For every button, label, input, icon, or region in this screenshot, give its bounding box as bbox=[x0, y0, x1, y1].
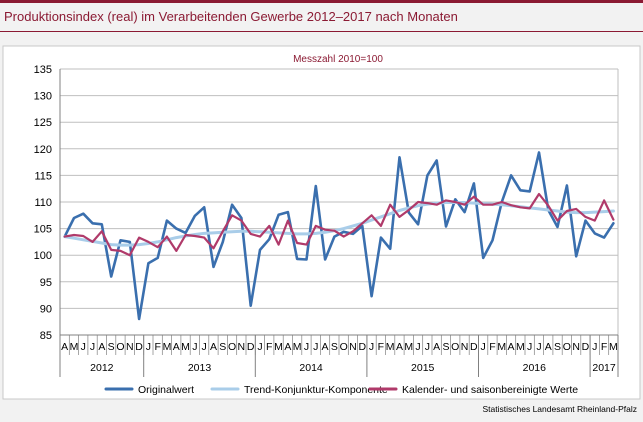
month-label: J bbox=[146, 341, 151, 353]
series-lines bbox=[63, 151, 615, 321]
legend-label: Trend-Konjunktur-Komponente bbox=[244, 384, 388, 396]
month-label: J bbox=[257, 341, 262, 353]
month-label: J bbox=[81, 341, 86, 353]
year-label: 2016 bbox=[523, 362, 547, 374]
month-label: A bbox=[61, 341, 68, 353]
page-title: Produktionsindex (real) im Verarbeitende… bbox=[4, 9, 458, 24]
y-tick-label: 110 bbox=[34, 197, 52, 209]
month-label: J bbox=[304, 341, 309, 353]
month-label: S bbox=[219, 341, 226, 353]
month-label: N bbox=[238, 341, 246, 353]
month-label: J bbox=[527, 341, 532, 353]
month-label: M bbox=[386, 341, 395, 353]
month-label: O bbox=[116, 341, 124, 353]
month-label: A bbox=[433, 341, 440, 353]
month-label: J bbox=[90, 341, 95, 353]
month-label: A bbox=[173, 341, 180, 353]
month-label: F bbox=[489, 341, 495, 353]
month-label: M bbox=[293, 341, 302, 353]
month-label: M bbox=[70, 341, 79, 353]
year-label: 2013 bbox=[188, 362, 212, 374]
y-tick-label: 90 bbox=[40, 303, 52, 315]
month-label: A bbox=[284, 341, 291, 353]
y-tick-label: 105 bbox=[34, 224, 52, 236]
source-note: Statistisches Landesamt Rheinland-Pfalz bbox=[482, 404, 638, 414]
month-label: N bbox=[126, 341, 134, 353]
month-label: S bbox=[331, 341, 338, 353]
axes bbox=[59, 69, 619, 377]
month-label: O bbox=[228, 341, 236, 353]
month-label: J bbox=[415, 341, 420, 353]
y-tick-label: 115 bbox=[34, 170, 52, 182]
month-label: M bbox=[181, 341, 190, 353]
y-tick-label: 85 bbox=[40, 330, 52, 342]
month-label: J bbox=[369, 341, 374, 353]
month-label: J bbox=[192, 341, 197, 353]
month-label: N bbox=[349, 341, 357, 353]
legend: Originalwert Trend-Konjunktur-Komponente K… bbox=[104, 384, 578, 396]
year-label: 2015 bbox=[411, 362, 435, 374]
month-label: J bbox=[536, 341, 541, 353]
month-label: S bbox=[108, 341, 115, 353]
month-label: M bbox=[163, 341, 172, 353]
legend-label: Kalender- und saisonbereinigte Werte bbox=[402, 384, 578, 396]
month-label: D bbox=[582, 341, 590, 353]
legend-label: Originalwert bbox=[138, 384, 194, 396]
month-label: S bbox=[554, 341, 561, 353]
month-label: M bbox=[404, 341, 413, 353]
saisonbereinigt-line bbox=[63, 192, 615, 257]
y-tick-label: 125 bbox=[34, 117, 52, 129]
month-label: D bbox=[247, 341, 255, 353]
month-label: O bbox=[451, 341, 459, 353]
year-label: 2012 bbox=[90, 362, 114, 374]
month-label: S bbox=[442, 341, 449, 353]
y-tick-label: 120 bbox=[34, 144, 52, 156]
year-label: 2014 bbox=[299, 362, 323, 374]
month-label: O bbox=[340, 341, 348, 353]
month-label: A bbox=[98, 341, 105, 353]
y-tick-label: 95 bbox=[40, 277, 52, 289]
top-accent-rule bbox=[0, 0, 643, 3]
month-label: F bbox=[378, 341, 384, 353]
month-label: N bbox=[572, 341, 580, 353]
month-label: F bbox=[154, 341, 160, 353]
month-label: A bbox=[210, 341, 217, 353]
y-tick-label: 100 bbox=[34, 250, 52, 262]
month-label: A bbox=[396, 341, 403, 353]
title-rule bbox=[0, 31, 643, 32]
month-label: J bbox=[425, 341, 430, 353]
year-label: 2017 bbox=[592, 362, 616, 374]
month-label: M bbox=[609, 341, 618, 353]
month-label: D bbox=[135, 341, 143, 353]
month-label: J bbox=[481, 341, 486, 353]
y-tick-label: 130 bbox=[34, 91, 52, 103]
month-label: A bbox=[545, 341, 552, 353]
y-tick-label: 135 bbox=[34, 64, 52, 76]
month-label: D bbox=[358, 341, 366, 353]
month-label: J bbox=[202, 341, 207, 353]
month-label: M bbox=[274, 341, 283, 353]
chart-subtitle: Messzahl 2010=100 bbox=[293, 54, 383, 65]
month-label: F bbox=[266, 341, 272, 353]
month-label: N bbox=[461, 341, 469, 353]
month-label: J bbox=[313, 341, 318, 353]
month-label: M bbox=[516, 341, 525, 353]
month-label: F bbox=[601, 341, 607, 353]
month-label: J bbox=[592, 341, 597, 353]
month-label: A bbox=[508, 341, 515, 353]
month-label: D bbox=[470, 341, 478, 353]
month-label: A bbox=[322, 341, 329, 353]
month-label: O bbox=[563, 341, 571, 353]
month-label: M bbox=[497, 341, 506, 353]
